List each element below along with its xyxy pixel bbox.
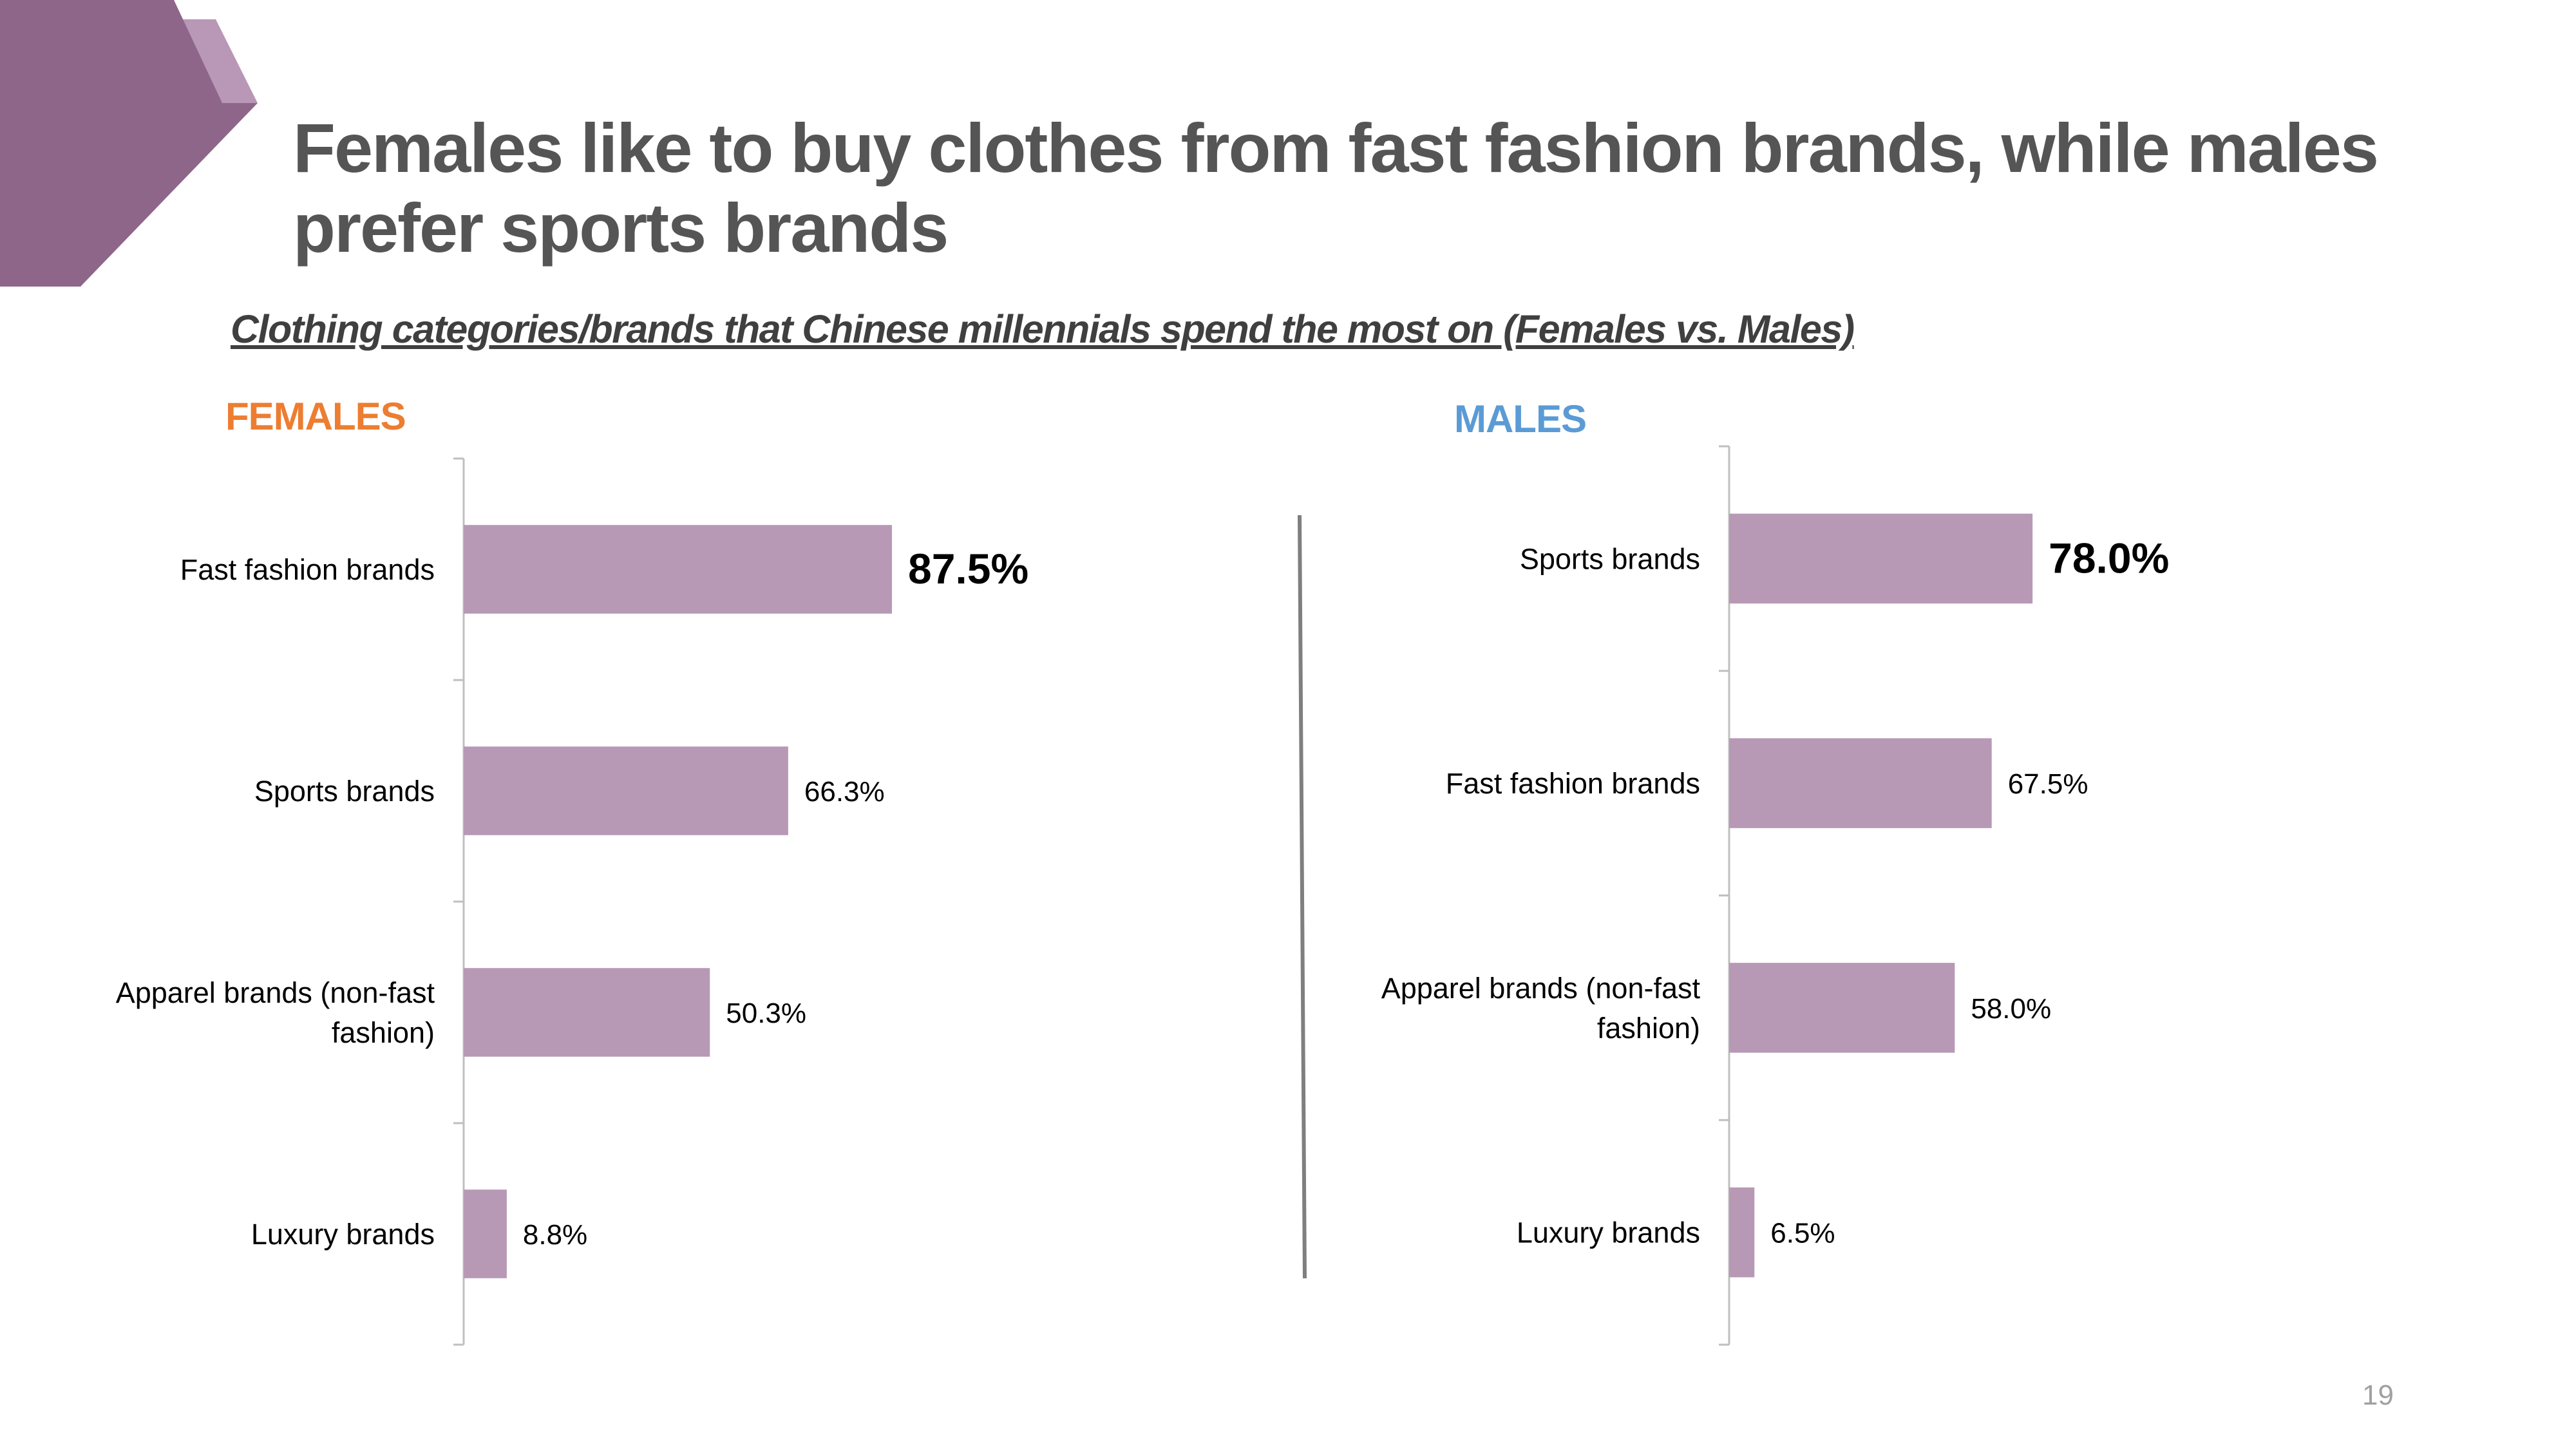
females-value-label: 50.3% bbox=[726, 998, 806, 1029]
males-category-label: Apparel brands (non-fast fashion) bbox=[1381, 972, 1701, 1045]
females-panel-label: FEMALES bbox=[225, 395, 406, 438]
page-title: Females like to buy clothes from fast fa… bbox=[293, 109, 2379, 267]
page-number: 19 bbox=[2362, 1379, 2394, 1411]
males-category-label: Luxury brands bbox=[1517, 1217, 1700, 1249]
males-panel-label: MALES bbox=[1454, 397, 1587, 440]
chart-subtitle: Clothing categories/brands that Chinese … bbox=[231, 307, 1855, 351]
chevron-dark-shape bbox=[0, 0, 222, 287]
chevron-dark-band bbox=[45, 103, 258, 287]
corner-chevron-decoration bbox=[0, 0, 258, 287]
males-value-label: 58.0% bbox=[1971, 993, 2051, 1025]
males-bar bbox=[1729, 738, 1992, 828]
females-value-label: 8.8% bbox=[523, 1219, 587, 1251]
males-bar bbox=[1729, 963, 1955, 1053]
males-category-label: Fast fashion brands bbox=[1446, 767, 1700, 800]
chevron-light-shape bbox=[177, 19, 258, 103]
females-value-label: 87.5% bbox=[908, 545, 1028, 592]
females-bar bbox=[464, 525, 892, 614]
males-bar bbox=[1729, 513, 2033, 604]
females-category-label: Luxury brands bbox=[251, 1218, 435, 1251]
females-bar bbox=[464, 746, 788, 835]
females-category-label: Fast fashion brands bbox=[180, 553, 435, 586]
males-bar bbox=[1729, 1187, 1755, 1278]
males-value-label: 6.5% bbox=[1770, 1218, 1835, 1249]
females-category-label: Apparel brands (non-fast fashion) bbox=[116, 976, 435, 1049]
males-category-label: Sports brands bbox=[1520, 542, 1700, 575]
males-value-label: 67.5% bbox=[2008, 768, 2088, 800]
males-value-label: 78.0% bbox=[2049, 534, 2169, 582]
females-category-label: Sports brands bbox=[254, 775, 435, 808]
females-bar bbox=[464, 968, 710, 1057]
females-bar bbox=[464, 1189, 507, 1278]
females-value-label: 66.3% bbox=[804, 776, 885, 808]
